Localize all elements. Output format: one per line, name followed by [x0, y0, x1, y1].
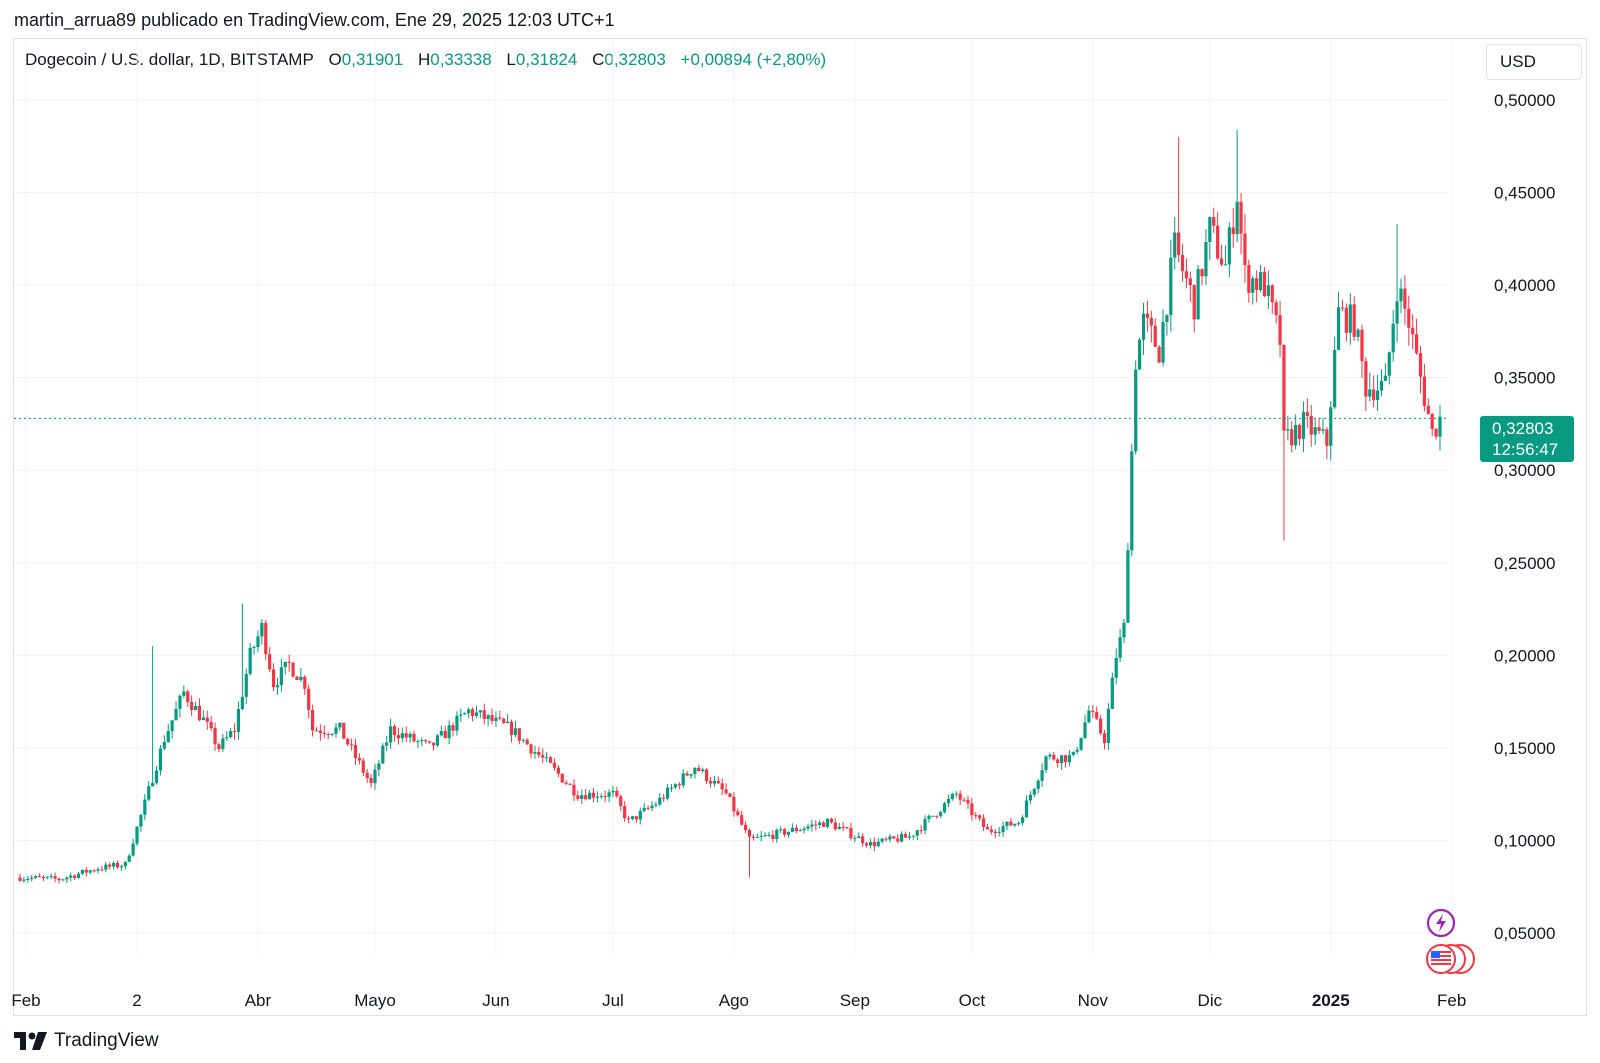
symbol-title[interactable]: Dogecoin / U.S. dollar, 1D, BITSTAMP [25, 50, 314, 69]
bar-countdown: 12:56:47 [1492, 440, 1559, 459]
open-value: 0,31901 [341, 50, 404, 69]
close-value: 0,32803 [604, 50, 666, 69]
chart-frame [13, 38, 1587, 1016]
lightning-event-icon[interactable] [1426, 908, 1456, 938]
symbol-legend: Dogecoin / U.S. dollar, 1D, BITSTAMP O0,… [25, 50, 826, 70]
low-value: 0,31824 [515, 50, 578, 69]
close-label: C [592, 50, 605, 69]
tradingview-logo-icon [14, 1032, 47, 1050]
open-label: O [328, 50, 342, 69]
last-price-value: 0,32803 [1492, 419, 1554, 438]
high-label: H [417, 50, 431, 69]
low-label: L [506, 50, 516, 69]
us-flag-event-icon[interactable] [1424, 942, 1476, 976]
publisher-line: martin_arrua89 publicado en TradingView.… [14, 10, 615, 30]
high-value: 0,33338 [430, 50, 492, 69]
brand-name: TradingView [54, 1030, 159, 1051]
currency-selector[interactable]: USD [1486, 44, 1582, 80]
tradingview-brand[interactable]: TradingView [14, 1030, 159, 1052]
change-value: +0,00894 (+2,80%) [680, 50, 827, 69]
last-price-tag: 0,32803 12:56:47 [1480, 416, 1574, 462]
